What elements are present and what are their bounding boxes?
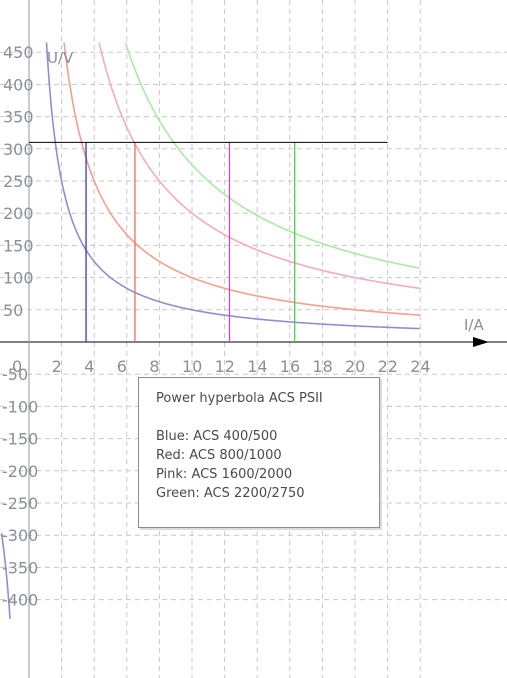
x-tick-label-9: 18 bbox=[312, 357, 332, 376]
x-tick-label-7: 14 bbox=[247, 357, 267, 376]
x-tick-label-10: 20 bbox=[345, 357, 365, 376]
y-tick-label-7: 100 bbox=[3, 269, 34, 288]
x-tick-label-12: 24 bbox=[410, 357, 430, 376]
x-tick-label-3: 6 bbox=[117, 357, 127, 376]
legend-entry-red: Red: ACS 800/1000 bbox=[156, 448, 282, 463]
y-tick-label-14: -300 bbox=[2, 526, 38, 545]
legend-entry-green: Green: ACS 2200/2750 bbox=[156, 486, 305, 501]
legend-entry-blue: Blue: ACS 400/500 bbox=[156, 429, 278, 444]
y-tick-label-12: -200 bbox=[2, 462, 38, 481]
x-axis-label: I/A bbox=[464, 316, 484, 334]
current-markers bbox=[85, 142, 296, 342]
y-tick-label-3: 300 bbox=[3, 140, 34, 159]
y-tick-label-6: 150 bbox=[3, 236, 34, 255]
hyperbola-curves bbox=[0, 42, 421, 619]
y-tick-label-1: 400 bbox=[3, 75, 34, 94]
x-tick-labels: 0 2 4 6 8 10 12 14 16 18 20 22 24 bbox=[12, 357, 431, 376]
x-tick-label-8: 16 bbox=[280, 357, 300, 376]
y-tick-label-5: 200 bbox=[3, 204, 34, 223]
x-tick-label-5: 10 bbox=[182, 357, 202, 376]
curve-blue bbox=[45, 42, 420, 330]
y-tick-label-0: 450 bbox=[3, 43, 34, 62]
curve-red bbox=[63, 42, 421, 316]
x-tick-label-11: 22 bbox=[378, 357, 398, 376]
x-tick-label-0: 0 bbox=[12, 357, 22, 376]
legend-title: Power hyperbola ACS PSII bbox=[156, 391, 323, 406]
y-tick-label-13: -250 bbox=[2, 494, 38, 513]
x-tick-label-1: 2 bbox=[52, 357, 62, 376]
curve-green bbox=[124, 42, 420, 269]
legend-box: Power hyperbola ACS PSII Blue: ACS 400/5… bbox=[138, 377, 380, 528]
curve-pink bbox=[98, 42, 421, 290]
y-tick-label-8: 50 bbox=[3, 301, 23, 320]
y-tick-label-4: 250 bbox=[3, 172, 34, 191]
y-tick-label-2: 350 bbox=[3, 108, 34, 127]
curve-blue-negative bbox=[0, 533, 11, 619]
y-tick-label-16: -400 bbox=[2, 591, 38, 610]
y-axis-label: U/V bbox=[47, 49, 74, 67]
y-tick-labels: 450 400 350 300 250 200 150 100 50 -50 -100 -150 -20… bbox=[2, 43, 38, 609]
y-tick-label-10: -100 bbox=[2, 397, 38, 416]
y-tick-label-11: -150 bbox=[2, 430, 38, 449]
y-tick-label-9: -50 bbox=[2, 365, 28, 384]
legend-entry-pink: Pink: ACS 1600/2000 bbox=[156, 467, 293, 482]
x-tick-label-6: 12 bbox=[215, 357, 235, 376]
x-tick-label-4: 8 bbox=[149, 357, 159, 376]
x-tick-label-2: 4 bbox=[84, 357, 94, 376]
y-tick-label-15: -350 bbox=[2, 558, 38, 577]
x-axis-arrow bbox=[473, 337, 489, 347]
